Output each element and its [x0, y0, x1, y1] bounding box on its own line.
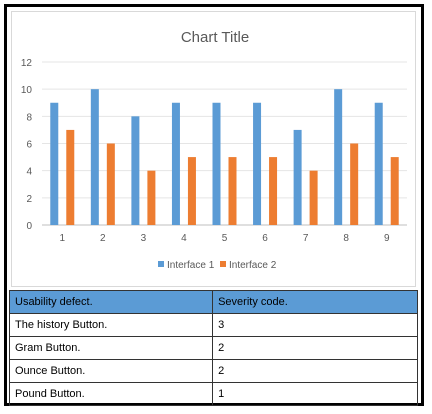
- table-row: Gram Button. 2: [8, 336, 418, 360]
- legend-label: Interface 2: [229, 260, 277, 271]
- defect-cell: Pound Button.: [8, 382, 214, 406]
- bar-interface-2: [66, 129, 75, 225]
- severity-cell: 3: [212, 313, 418, 337]
- bar-interface-1: [171, 102, 180, 225]
- defect-cell: The history Button.: [8, 313, 214, 337]
- defect-cell: Ounce Button.: [8, 359, 214, 383]
- x-tick-label: 4: [181, 233, 187, 244]
- bar-interface-2: [269, 157, 278, 225]
- x-tick-label: 5: [222, 233, 228, 244]
- bar-interface-2: [228, 157, 237, 225]
- severity-cell: 2: [212, 336, 418, 360]
- x-axis-ticks: 1 2 3 4 5 6 7 8 9: [59, 233, 389, 244]
- y-axis-ticks: 0 2 4 6 8 10 12: [21, 58, 33, 232]
- legend-swatch: [158, 261, 164, 267]
- bar-interface-1: [374, 102, 383, 225]
- x-tick-label: 2: [100, 233, 106, 244]
- bar-interface-2: [147, 170, 156, 225]
- legend-label: Interface 1: [167, 260, 215, 271]
- defect-cell: Gram Button.: [8, 336, 214, 360]
- y-tick-label: 4: [26, 167, 32, 178]
- y-tick-label: 8: [26, 112, 32, 123]
- y-tick-label: 6: [26, 140, 32, 151]
- chart-title: Chart Title: [181, 29, 249, 46]
- bar-interface-1: [90, 89, 99, 226]
- header-usability-defect: Usability defect.: [8, 290, 214, 314]
- x-tick-label: 3: [141, 233, 147, 244]
- defect-table: Usability defect. Severity code. The his…: [8, 290, 418, 406]
- table-header-row: Usability defect. Severity code.: [8, 290, 418, 314]
- bar-interface-2: [390, 157, 399, 225]
- legend: Interface 1 Interface 2: [158, 260, 277, 271]
- bars: [50, 89, 399, 226]
- header-severity-code: Severity code.: [212, 290, 418, 314]
- bar-interface-1: [334, 89, 343, 226]
- table-row: Ounce Button. 2: [8, 359, 418, 383]
- x-tick-label: 7: [303, 233, 309, 244]
- legend-swatch: [220, 261, 226, 267]
- bar-interface-2: [187, 157, 196, 225]
- y-tick-label: 12: [21, 58, 33, 69]
- severity-cell: 1: [212, 382, 418, 406]
- x-tick-label: 8: [343, 233, 349, 244]
- bar-interface-1: [212, 102, 221, 225]
- bar-interface-1: [293, 129, 302, 225]
- y-tick-label: 0: [26, 221, 32, 232]
- bar-interface-1: [50, 102, 59, 225]
- table-row: Pound Button. 1: [8, 382, 418, 406]
- bar-interface-1: [131, 116, 140, 225]
- table-row: The history Button. 3: [8, 313, 418, 337]
- y-tick-label: 2: [26, 194, 32, 205]
- bar-interface-2: [106, 143, 115, 225]
- gridlines: [42, 61, 407, 226]
- bar-interface-1: [253, 102, 262, 225]
- bar-interface-2: [309, 170, 318, 225]
- x-tick-label: 1: [59, 233, 65, 244]
- severity-cell: 2: [212, 359, 418, 383]
- bar-interface-2: [350, 143, 359, 225]
- x-tick-label: 6: [262, 233, 268, 244]
- y-tick-label: 10: [21, 85, 33, 96]
- x-tick-label: 9: [384, 233, 390, 244]
